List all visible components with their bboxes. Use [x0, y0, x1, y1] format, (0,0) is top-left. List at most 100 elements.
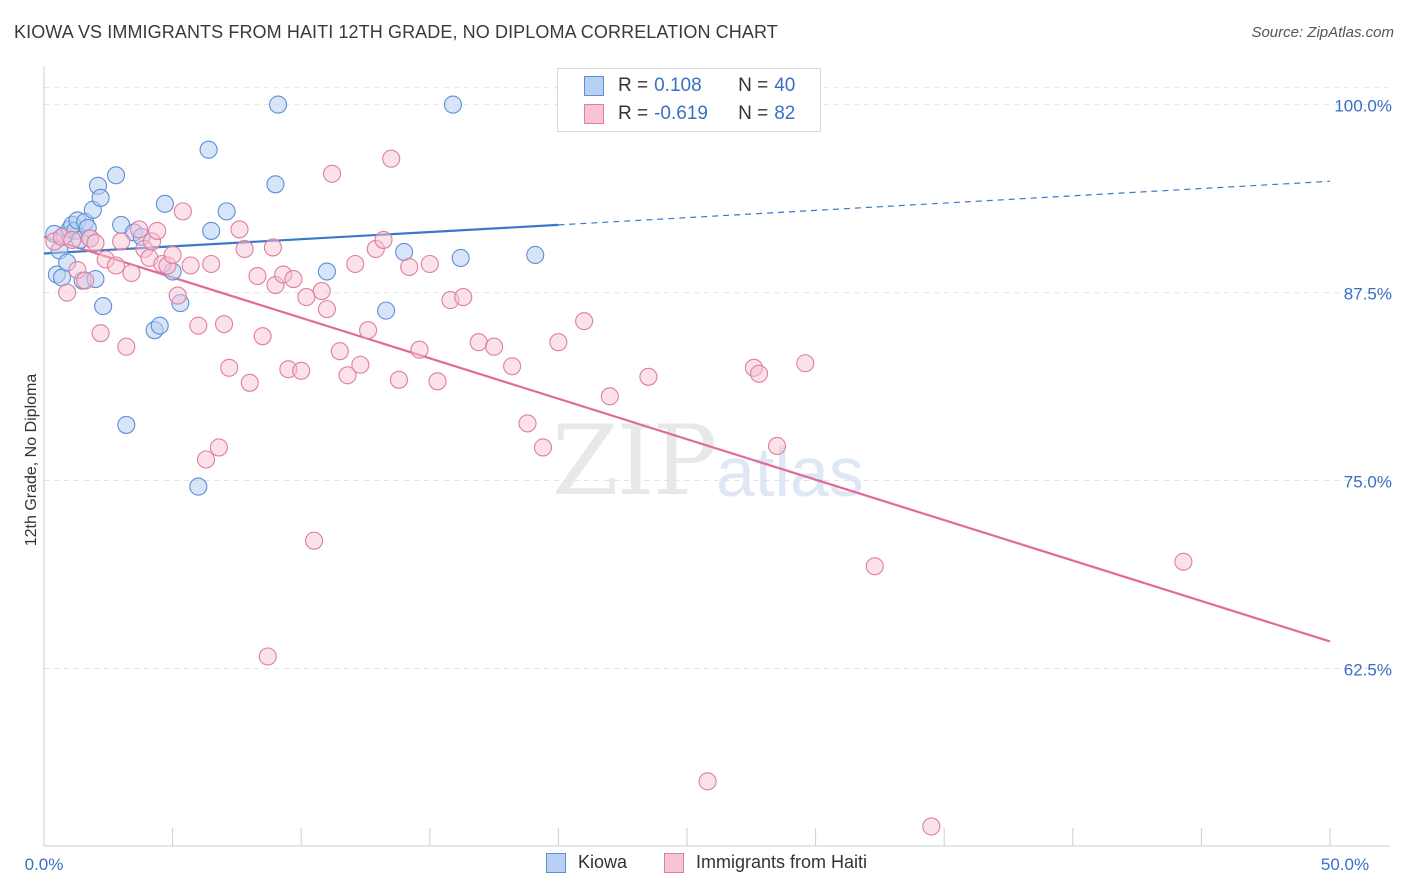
haiti-point-22 [168, 286, 187, 305]
haiti-r-value: -0.619 [654, 103, 708, 124]
kiowa-point-35 [269, 95, 288, 114]
haiti-point-23 [173, 202, 192, 221]
haiti-point-73 [749, 364, 769, 383]
kiowa-n-value: 40 [774, 75, 796, 96]
haiti-point-77 [922, 817, 941, 836]
haiti-point-46 [323, 164, 342, 183]
kiowa-point-41 [526, 245, 545, 265]
trend-lines [43, 180, 1331, 643]
haiti-point-66 [533, 438, 553, 457]
haiti-point-24 [181, 256, 200, 275]
haiti-point-2 [58, 283, 77, 302]
kiowa-trend-extension [558, 180, 1331, 226]
legend-haiti-label: Immigrants from Haiti [696, 852, 868, 872]
kiowa-r-label: R = [618, 75, 649, 96]
kiowa-n-label: N = [738, 75, 769, 96]
haiti-point-7 [86, 233, 105, 252]
haiti-point-26 [196, 450, 216, 469]
haiti-point-65 [518, 414, 537, 433]
y-tick-label-2: 87.5% [1344, 285, 1392, 304]
haiti-point-29 [214, 315, 234, 334]
x-tick-label-1: 50.0% [1321, 855, 1369, 874]
kiowa-point-30 [199, 140, 218, 159]
haiti-point-10 [106, 256, 126, 275]
haiti-point-36 [263, 238, 282, 257]
haiti-point-8 [91, 324, 110, 343]
legend-item-haiti: Immigrants from Haiti [664, 852, 867, 873]
haiti-point-75 [796, 354, 815, 373]
haiti-point-44 [312, 282, 331, 301]
haiti-point-11 [112, 232, 131, 251]
series-legend: Kiowa Immigrants from Haiti [0, 852, 1406, 878]
kiowa-point-19 [94, 297, 113, 316]
legend-item-kiowa: Kiowa [546, 852, 627, 873]
y-axis-label: 12th Grade, No Diploma [23, 373, 40, 547]
haiti-point-63 [485, 337, 504, 356]
x-tick-label-0: 0.0% [25, 855, 64, 874]
haiti-point-21 [163, 245, 182, 265]
haiti-points [45, 149, 1193, 836]
haiti-point-43 [305, 531, 324, 550]
haiti-point-41 [292, 361, 311, 380]
kiowa-r-value: 0.108 [654, 75, 702, 96]
kiowa-point-31 [202, 221, 221, 240]
haiti-point-64 [503, 357, 522, 376]
kiowa-point-40 [451, 248, 470, 268]
haiti-point-3 [63, 230, 82, 249]
haiti-point-71 [698, 772, 717, 791]
haiti-point-53 [374, 230, 393, 249]
tick-labels: 62.5% 75.0% 87.5% 100.0% 0.0% 50.0% [25, 97, 1392, 874]
haiti-n-value: 82 [774, 103, 796, 124]
y-tick-label-1: 75.0% [1344, 473, 1392, 492]
haiti-point-32 [235, 239, 254, 259]
haiti-point-54 [382, 149, 401, 168]
kiowa-point-37 [377, 301, 396, 320]
haiti-point-57 [410, 340, 429, 359]
legend-kiowa-label: Kiowa [578, 852, 628, 872]
haiti-point-27 [202, 254, 221, 274]
kiowa-point-36 [317, 262, 336, 281]
kiowa-point-33 [217, 202, 236, 221]
kiowa-point-34 [266, 175, 285, 194]
haiti-point-50 [351, 355, 370, 374]
kiowa-point-18 [91, 188, 110, 207]
kiowa-point-20 [106, 166, 126, 185]
haiti-point-61 [454, 288, 473, 307]
stats-row-kiowa: R = 0.108 N = 40 [584, 74, 795, 98]
haiti-point-78 [1174, 552, 1193, 571]
haiti-point-42 [297, 288, 316, 307]
kiowa-point-38 [395, 242, 414, 262]
haiti-point-34 [248, 266, 267, 286]
haiti-point-35 [253, 327, 272, 346]
haiti-point-31 [230, 220, 249, 239]
haiti-point-69 [600, 387, 619, 406]
haiti-point-47 [330, 342, 349, 361]
legend-kiowa-swatch [546, 852, 566, 873]
haiti-point-48 [338, 366, 357, 385]
haiti-trend-line [43, 235, 1331, 643]
haiti-point-28 [209, 438, 228, 457]
kiowa-point-32 [189, 477, 208, 496]
legend-haiti-swatch [664, 852, 684, 873]
haiti-point-56 [400, 257, 419, 277]
haiti-point-67 [549, 333, 568, 352]
haiti-point-13 [122, 263, 141, 283]
haiti-point-62 [469, 333, 488, 352]
stats-row-haiti: R = -0.619 N = 82 [584, 102, 795, 126]
kiowa-point-26 [150, 316, 169, 335]
haiti-point-40 [284, 269, 303, 289]
haiti-swatch [584, 104, 604, 124]
haiti-point-49 [346, 254, 365, 274]
kiowa-point-22 [117, 415, 136, 434]
haiti-point-30 [220, 358, 239, 377]
kiowa-swatch [584, 76, 604, 96]
haiti-point-18 [148, 221, 167, 240]
kiowa-point-27 [155, 194, 174, 213]
axes [43, 66, 1390, 847]
y-tick-label-3: 100.0% [1334, 97, 1392, 116]
haiti-point-68 [575, 312, 594, 331]
y-tick-label-0: 62.5% [1344, 661, 1392, 680]
kiowa-point-3 [52, 268, 72, 287]
haiti-point-79 [258, 647, 277, 666]
haiti-point-59 [428, 372, 447, 391]
